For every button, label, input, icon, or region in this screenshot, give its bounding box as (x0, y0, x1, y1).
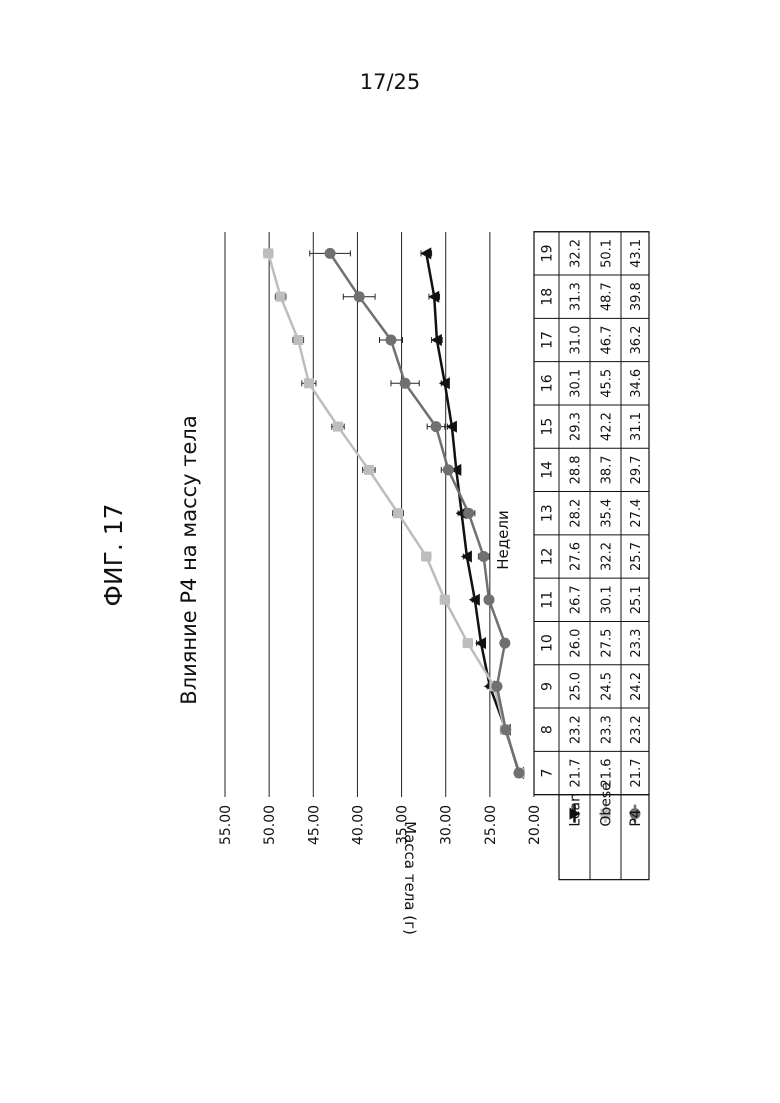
data-point (333, 422, 343, 432)
data-point (293, 335, 303, 345)
x-tick-label: 12 (540, 548, 556, 566)
data-label: 30.1 (569, 369, 584, 398)
data-label: 23.2 (629, 715, 644, 744)
data-point (499, 638, 510, 649)
data-label: 25.7 (629, 542, 644, 571)
x-tick-label: 18 (540, 288, 556, 306)
data-label: 21.7 (569, 759, 584, 788)
data-point (421, 552, 431, 562)
data-label: 32.2 (600, 542, 615, 571)
data-label: 28.8 (569, 455, 584, 484)
data-label: 29.7 (629, 455, 644, 484)
data-label: 23.3 (600, 715, 615, 744)
data-point (385, 335, 396, 346)
data-point (491, 681, 502, 692)
data-label: 34.6 (629, 369, 644, 398)
data-label: 43.1 (629, 239, 644, 268)
data-point (400, 378, 411, 389)
data-point (364, 465, 374, 475)
data-point (393, 508, 403, 518)
data-label: 31.0 (569, 326, 584, 355)
x-tick-label: 10 (540, 634, 556, 652)
data-point (304, 378, 314, 388)
y-tick-label: 50.00 (262, 805, 278, 845)
legend-label: Obese (599, 782, 615, 826)
data-label: 42.2 (600, 412, 615, 441)
data-label: 23.3 (629, 629, 644, 658)
y-tick-label: 20.00 (527, 805, 543, 845)
x-axis-label: Недели (494, 510, 512, 569)
data-label: 32.2 (569, 239, 584, 268)
y-tick-label: 40.00 (350, 805, 366, 845)
y-tick-label: 25.00 (483, 805, 499, 845)
data-label: 27.5 (600, 629, 615, 658)
x-tick-label: 19 (540, 244, 556, 262)
data-point (443, 464, 454, 475)
legend-label: P4 (628, 809, 644, 826)
data-label: 27.4 (629, 499, 644, 528)
data-label: 39.8 (629, 282, 644, 311)
data-point (463, 638, 473, 648)
y-tick-label: 55.00 (218, 805, 234, 845)
x-tick-label: 8 (540, 725, 556, 734)
data-point (478, 551, 489, 562)
data-label: 24.2 (629, 672, 644, 701)
data-point (325, 248, 336, 259)
data-label: 38.7 (600, 455, 615, 484)
data-point (440, 595, 450, 605)
data-label: 31.1 (629, 412, 644, 441)
x-tick-label: 16 (540, 374, 556, 392)
data-label: 29.3 (569, 412, 584, 441)
x-tick-label: 14 (540, 461, 556, 479)
data-label: 50.1 (600, 239, 615, 268)
data-point (263, 248, 273, 258)
data-point (463, 508, 474, 519)
data-point (500, 724, 511, 735)
data-point (483, 594, 494, 605)
figure-label: ФИГ. 17 (99, 503, 128, 606)
x-tick-label: 11 (540, 591, 556, 609)
data-point (354, 291, 365, 302)
data-label: 31.3 (569, 282, 584, 311)
x-tick-label: 7 (540, 769, 556, 778)
data-label: 26.0 (569, 629, 584, 658)
chart-title: Влияние P4 на массу тела (177, 415, 201, 704)
data-label: 24.5 (600, 672, 615, 701)
x-tick-label: 13 (540, 504, 556, 522)
data-label: 35.4 (600, 499, 615, 528)
data-point (513, 768, 524, 779)
data-label: 48.7 (600, 282, 615, 311)
x-tick-label: 9 (540, 682, 556, 691)
y-tick-label: 45.00 (306, 805, 322, 845)
series-line (330, 253, 519, 773)
data-label: 36.2 (629, 326, 644, 355)
y-tick-label: 30.00 (439, 805, 455, 845)
data-label: 30.1 (600, 585, 615, 614)
data-label: 28.2 (569, 499, 584, 528)
y-tick-label: 35.00 (395, 805, 411, 845)
data-point (276, 292, 286, 302)
x-tick-label: 15 (540, 418, 556, 436)
data-label: 25.0 (569, 672, 584, 701)
data-point (431, 421, 442, 432)
data-label: 26.7 (569, 585, 584, 614)
x-tick-label: 17 (540, 331, 556, 349)
data-label: 45.5 (600, 369, 615, 398)
data-label: 25.1 (629, 585, 644, 614)
data-label: 46.7 (600, 326, 615, 355)
data-label: 27.6 (569, 542, 584, 571)
legend-label: Lean (568, 793, 584, 827)
data-label: 21.7 (629, 759, 644, 788)
data-label: 23.2 (569, 715, 584, 744)
